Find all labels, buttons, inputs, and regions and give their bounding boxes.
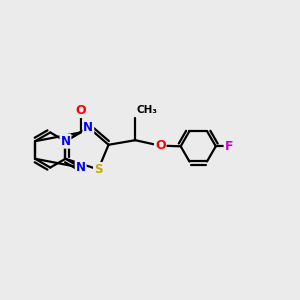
Text: N: N <box>83 121 93 134</box>
Text: CH₃: CH₃ <box>137 105 158 115</box>
Text: F: F <box>225 140 233 153</box>
Text: O: O <box>155 139 166 152</box>
Text: O: O <box>75 104 86 117</box>
Text: N: N <box>61 135 70 148</box>
Text: S: S <box>94 163 103 176</box>
Text: N: N <box>76 161 86 174</box>
